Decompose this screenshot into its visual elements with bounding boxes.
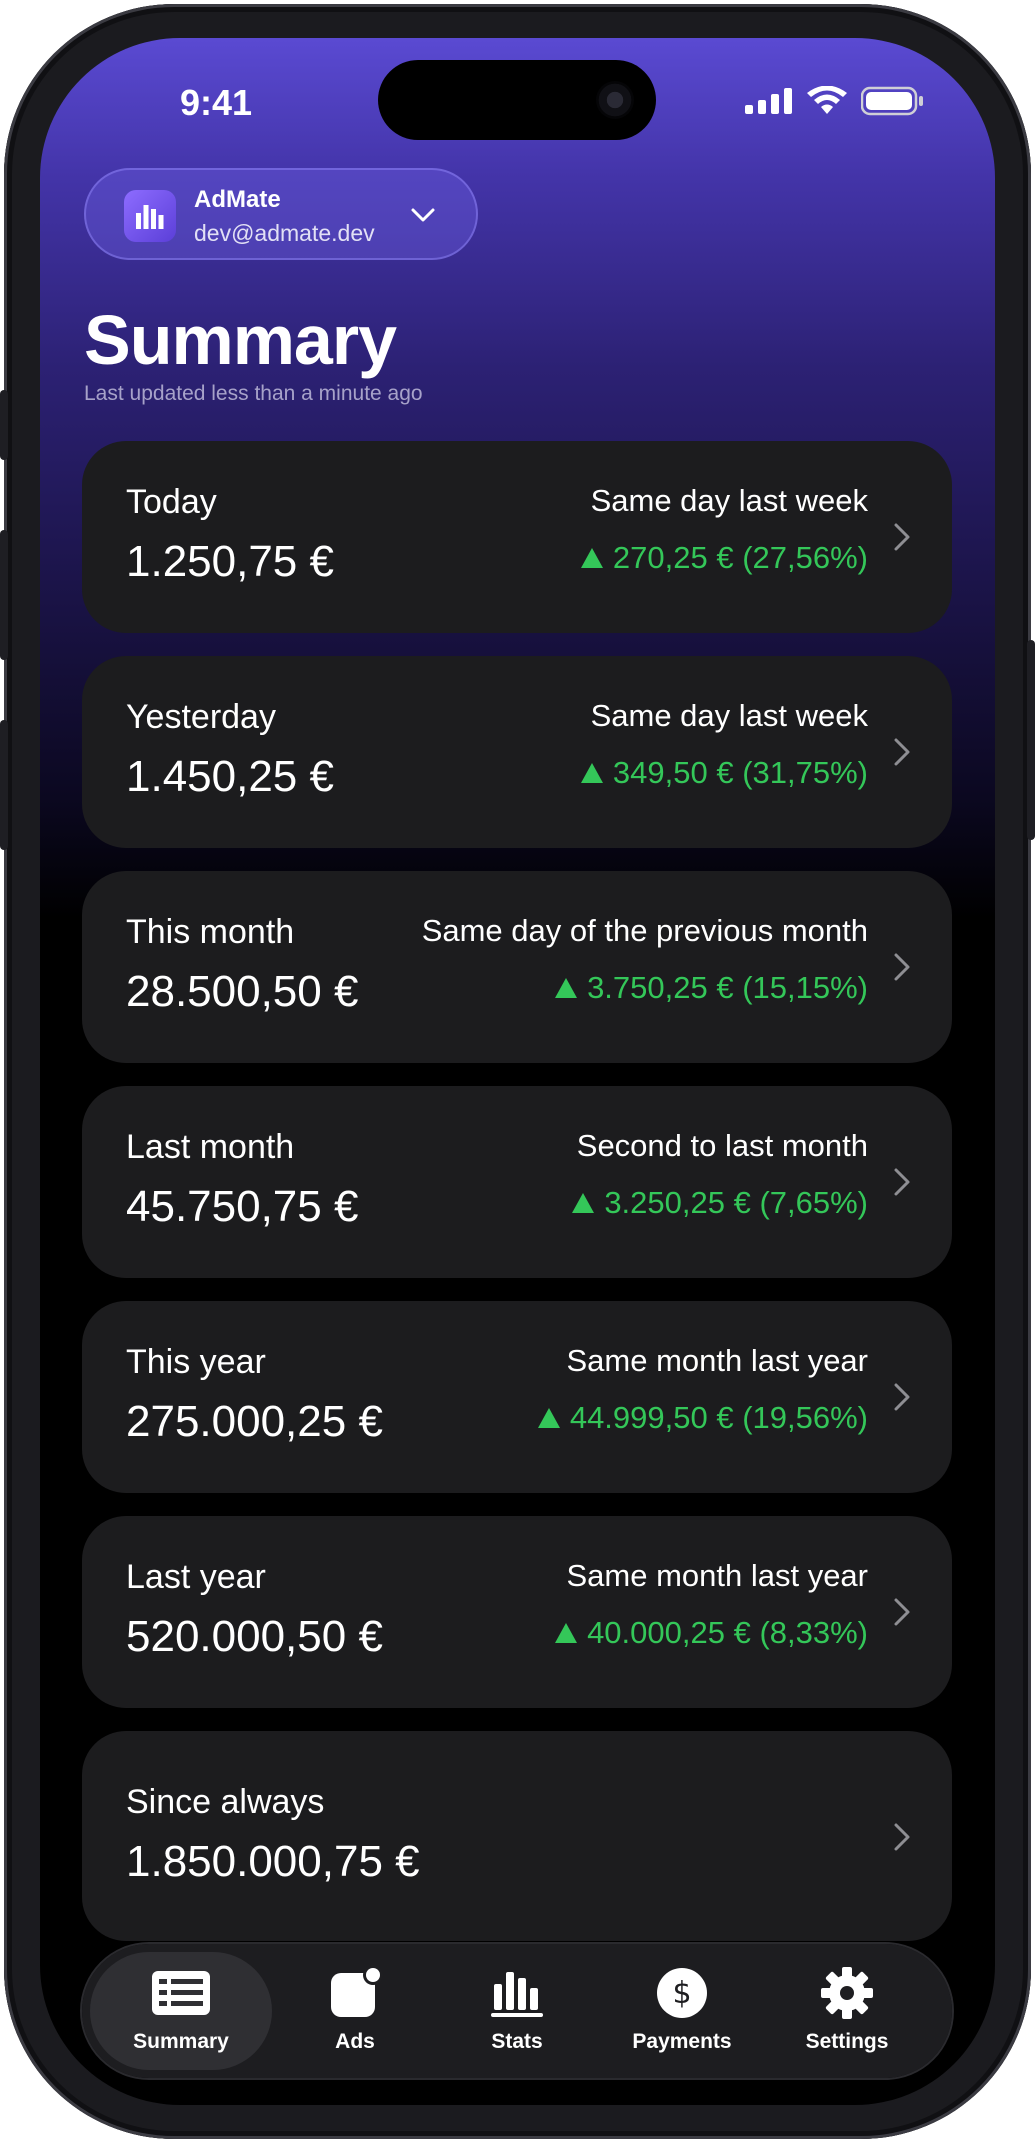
summary-card[interactable]: Today 1.250,75 € Same day last week 270,25 … (82, 441, 952, 633)
card-change: 3.750,25 € (15,15%) (555, 970, 868, 1006)
card-amount: 28.500,50 € (126, 967, 359, 1016)
card-change-value: 44.999,50 € (19,56%) (569, 1400, 868, 1435)
card-period-label: Since always (126, 1783, 325, 1821)
account-switcher[interactable]: AdMate dev@admate.dev (84, 168, 478, 260)
summary-card[interactable]: Since always 1.850.000,75 € (82, 1731, 952, 1941)
camera-icon (596, 81, 634, 119)
card-compare-label: Same day last week (590, 483, 868, 518)
tab-ads-label: Ads (335, 2030, 375, 2053)
payments-icon: $ (657, 1968, 707, 2018)
card-change: 40.000,25 € (8,33%) (555, 1615, 868, 1651)
tab-stats-label: Stats (491, 2030, 543, 2053)
card-change-value: 3.250,25 € (7,65%) (604, 1185, 868, 1220)
summary-card[interactable]: Last year 520.000,50 € Same month last yea… (82, 1516, 952, 1708)
account-email: dev@admate.dev (194, 220, 375, 246)
card-compare-label: Second to last month (576, 1128, 868, 1163)
last-updated: Last updated less than a minute ago (84, 382, 423, 405)
chevron-right-icon (894, 1598, 910, 1626)
card-change-value: 3.750,25 € (15,15%) (587, 970, 868, 1005)
wifi-icon (807, 86, 847, 114)
card-compare-label: Same day last week (590, 698, 868, 733)
card-compare-label: Same month last year (566, 1343, 868, 1378)
trend-up-icon (555, 1623, 578, 1643)
chevron-right-icon (894, 738, 910, 766)
summary-card[interactable]: Last month 45.750,75 € Second to last mont… (82, 1086, 952, 1278)
summary-card[interactable]: Yesterday 1.450,25 € Same day last week 349… (82, 656, 952, 848)
card-change: 349,50 € (31,75%) (580, 755, 868, 791)
chevron-right-icon (894, 1823, 910, 1851)
card-compare-label: Same month last year (566, 1558, 868, 1593)
card-amount: 1.450,25 € (126, 752, 334, 801)
tab-bar: Summary Ads Stat (82, 1944, 952, 2078)
card-change-value: 270,25 € (27,56%) (612, 540, 868, 575)
settings-icon (821, 1967, 873, 2019)
status-time: 9:41 (180, 82, 253, 123)
card-period-label: Last year (126, 1558, 266, 1596)
battery-icon (861, 86, 923, 116)
screen: 9:41 AdMate dev@admate (40, 38, 995, 2105)
card-compare-label: Same day of the previous month (421, 913, 868, 948)
card-period-label: This month (126, 913, 295, 951)
chevron-right-icon (894, 1168, 910, 1196)
trend-up-icon (580, 763, 603, 783)
signal-icon (745, 88, 792, 114)
stats-icon (491, 1972, 543, 2017)
card-change: 3.250,25 € (7,65%) (572, 1185, 868, 1221)
card-change-value: 349,50 € (31,75%) (612, 755, 868, 790)
card-amount: 1.850.000,75 € (126, 1837, 420, 1886)
dynamic-island (378, 60, 656, 140)
tab-summary-label: Summary (133, 2030, 229, 2053)
trend-up-icon (555, 978, 578, 998)
ads-icon (331, 1965, 383, 2017)
action-button (0, 390, 8, 460)
trend-up-icon (537, 1408, 560, 1428)
card-period-label: Today (126, 483, 217, 521)
tab-payments[interactable]: $ Payments (597, 1944, 767, 2078)
side-button (1027, 640, 1035, 840)
card-amount: 1.250,75 € (126, 537, 334, 586)
volume-up-button (0, 530, 8, 660)
card-amount: 520.000,50 € (126, 1612, 383, 1661)
tab-settings-label: Settings (805, 2030, 889, 2053)
card-amount: 275.000,25 € (126, 1397, 383, 1446)
tab-payments-label: Payments (632, 2030, 732, 2053)
summary-card[interactable]: This month 28.500,50 € Same day of the pre… (82, 871, 952, 1063)
status-icons (745, 86, 925, 116)
trend-up-icon (572, 1193, 595, 1213)
tab-stats[interactable]: Stats (432, 1944, 602, 2078)
chevron-down-icon (411, 208, 435, 222)
card-period-label: Yesterday (126, 698, 276, 736)
tab-settings[interactable]: Settings (762, 1944, 932, 2078)
summary-icon (152, 1971, 210, 2015)
app-logo-icon (124, 190, 176, 242)
tab-summary[interactable]: Summary (90, 1952, 272, 2070)
card-period-label: This year (126, 1343, 266, 1381)
svg-text:$: $ (672, 1976, 691, 2011)
page-title: Summary (84, 301, 397, 379)
card-period-label: Last month (126, 1128, 295, 1166)
card-change-value: 40.000,25 € (8,33%) (587, 1615, 868, 1650)
summary-card[interactable]: This year 275.000,25 € Same month last yea… (82, 1301, 952, 1493)
trend-up-icon (580, 548, 603, 568)
card-change: 270,25 € (27,56%) (580, 540, 868, 576)
card-change: 44.999,50 € (19,56%) (537, 1400, 868, 1436)
chevron-right-icon (894, 523, 910, 551)
chevron-right-icon (894, 953, 910, 981)
tab-ads[interactable]: Ads (270, 1944, 440, 2078)
account-name: AdMate (194, 186, 281, 213)
card-amount: 45.750,75 € (126, 1182, 359, 1231)
chevron-right-icon (894, 1383, 910, 1411)
volume-down-button (0, 720, 8, 850)
